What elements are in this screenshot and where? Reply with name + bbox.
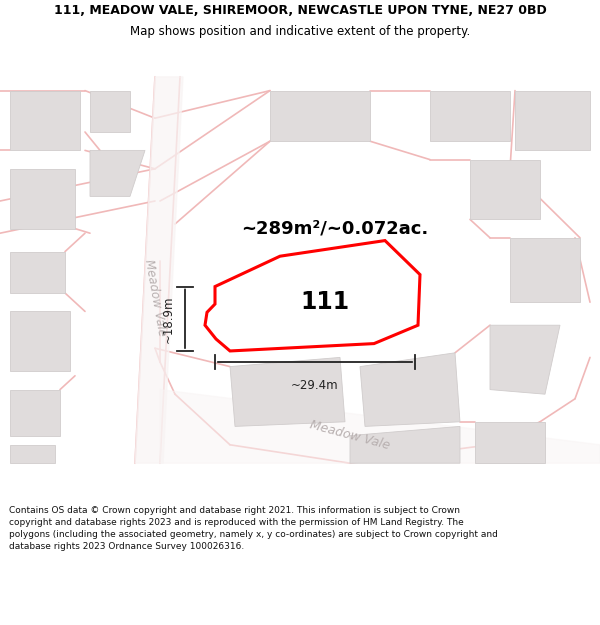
Text: 111: 111 (301, 290, 350, 314)
Polygon shape (230, 357, 345, 426)
Polygon shape (515, 91, 590, 151)
Polygon shape (10, 169, 75, 229)
Polygon shape (475, 422, 545, 463)
Polygon shape (360, 352, 460, 426)
Polygon shape (510, 238, 580, 302)
Text: Map shows position and indicative extent of the property.: Map shows position and indicative extent… (130, 25, 470, 38)
Polygon shape (490, 325, 560, 394)
Polygon shape (430, 91, 510, 141)
Polygon shape (205, 241, 420, 351)
Polygon shape (270, 91, 370, 141)
Text: 111, MEADOW VALE, SHIREMOOR, NEWCASTLE UPON TYNE, NE27 0BD: 111, MEADOW VALE, SHIREMOOR, NEWCASTLE U… (53, 4, 547, 16)
Text: ~18.9m: ~18.9m (162, 295, 175, 343)
Polygon shape (135, 77, 183, 463)
Polygon shape (10, 389, 60, 436)
Polygon shape (10, 445, 55, 463)
Text: Meadow Vale: Meadow Vale (308, 419, 392, 452)
Text: Meadow Vale: Meadow Vale (142, 258, 168, 337)
Polygon shape (90, 151, 145, 196)
Polygon shape (350, 426, 460, 463)
Polygon shape (10, 311, 70, 371)
Polygon shape (90, 91, 130, 132)
Polygon shape (10, 91, 80, 151)
Text: ~29.4m: ~29.4m (291, 379, 339, 391)
Text: ~289m²/~0.072ac.: ~289m²/~0.072ac. (241, 219, 428, 238)
Text: Contains OS data © Crown copyright and database right 2021. This information is : Contains OS data © Crown copyright and d… (9, 506, 498, 551)
Polygon shape (10, 252, 65, 293)
Polygon shape (470, 159, 540, 219)
Polygon shape (160, 389, 600, 463)
